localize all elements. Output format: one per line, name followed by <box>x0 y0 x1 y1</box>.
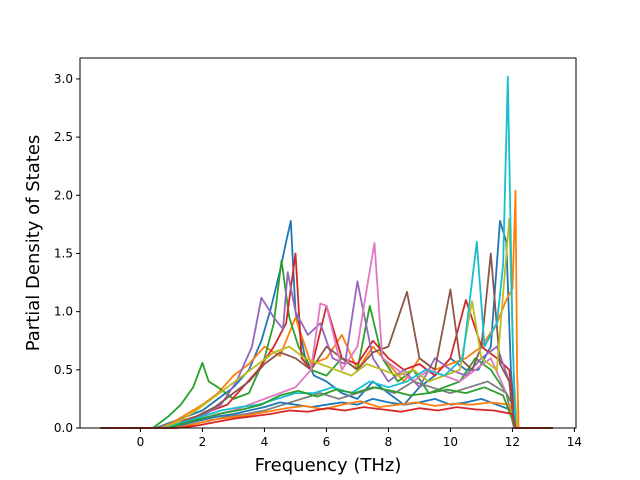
y-axis-ticks: 0.0 0.5 1.0 1.5 2.0 2.5 3.0 <box>54 72 80 435</box>
x-tick-label: 14 <box>567 435 582 449</box>
x-tick-label: 12 <box>505 435 520 449</box>
series-line-13 <box>100 386 553 429</box>
series-line-2 <box>100 189 553 429</box>
y-tick-label: 0.5 <box>54 363 73 377</box>
y-tick-label: 1.0 <box>54 305 73 319</box>
y-tick-label: 2.0 <box>54 188 73 202</box>
series-line-6 <box>100 252 553 429</box>
plot-frame <box>79 57 577 429</box>
series-line-10 <box>100 75 553 429</box>
series-line-3 <box>100 259 553 429</box>
y-tick-label: 0.0 <box>54 421 73 435</box>
series-line-4 <box>100 252 553 429</box>
x-tick-label: 4 <box>261 435 269 449</box>
series-line-14 <box>100 406 553 429</box>
y-tick-label: 3.0 <box>54 72 73 86</box>
x-tick-label: 2 <box>199 435 207 449</box>
y-axis-label: Partial Density of States <box>23 135 44 352</box>
series-line-9 <box>100 217 553 429</box>
x-axis-label: Frequency (THz) <box>255 455 402 476</box>
series-line-5 <box>100 271 553 429</box>
x-axis-ticks: 0 2 4 6 8 10 12 14 <box>137 428 582 449</box>
x-tick-label: 8 <box>385 435 393 449</box>
x-tick-label: 10 <box>443 435 458 449</box>
series-line-12 <box>100 400 553 429</box>
y-tick-label: 1.5 <box>54 246 73 260</box>
x-tick-label: 0 <box>137 435 145 449</box>
plot-lines <box>100 75 553 429</box>
y-tick-label: 2.5 <box>54 130 73 144</box>
x-tick-label: 6 <box>323 435 331 449</box>
